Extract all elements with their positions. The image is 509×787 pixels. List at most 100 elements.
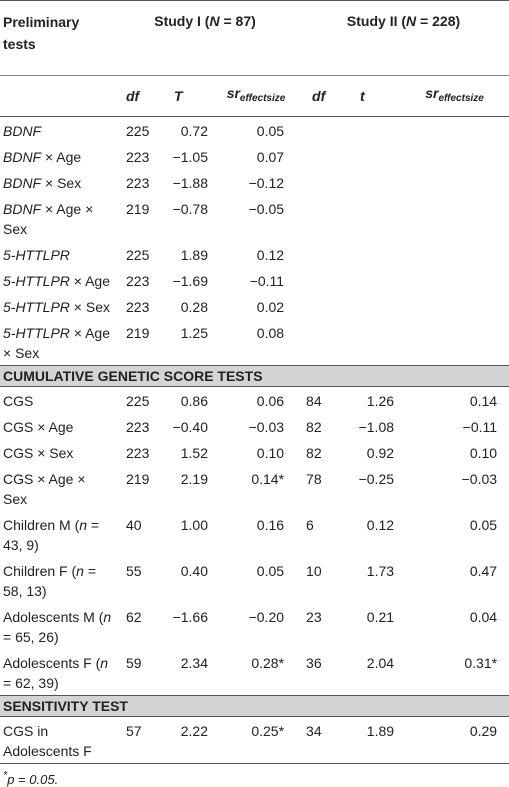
table-row: 5-HTTLPR × Age 223 −1.69 −0.11 <box>0 267 509 293</box>
cell-df-study2: 82 <box>306 419 322 435</box>
cell-t-study1: 1.52 <box>180 445 208 461</box>
row-label: Children M (n = 43, 9) <box>3 517 100 553</box>
cell-t-study1: −1.69 <box>172 273 208 289</box>
cell-sr-study2 <box>400 117 509 144</box>
cell-sr-study1: −0.12 <box>248 175 285 191</box>
row-label: CGS in Adolescents F <box>0 716 112 764</box>
cell-sr-study2: 0.47 <box>469 563 498 579</box>
cell-sr-study1: 0.07 <box>256 149 285 165</box>
cell-sr-study2: 0.14 <box>469 393 498 409</box>
cell-df-study1: 225 <box>126 247 150 263</box>
cell-df-study1: 40 <box>126 517 142 533</box>
cell-t-study2: −0.25 <box>358 471 395 487</box>
cell-sr-study2 <box>400 169 509 195</box>
cell-sr-study1: 0.28* <box>251 655 285 671</box>
cell-sr-study1: 0.25* <box>214 716 299 764</box>
cell-t-study2 <box>342 241 400 267</box>
cell-df-study1: 223 <box>126 445 150 461</box>
cell-t-study1: 1.25 <box>180 325 208 341</box>
cell-t-study2: 1.26 <box>366 393 395 409</box>
cell-sr-study1: 0.10 <box>256 445 285 461</box>
cell-sr-study2: 0.31* <box>464 655 498 671</box>
cell-t-study1: 1.89 <box>180 247 208 263</box>
section-sensitivity-label: SENSITIVITY TEST <box>0 695 509 717</box>
cell-df-study1: 62 <box>126 609 142 625</box>
col-df-1: df <box>112 75 156 117</box>
cell-sr-study1: 0.12 <box>256 247 285 263</box>
study-2-header: Study II (N = 228) <box>298 0 509 76</box>
cell-df-study1: 223 <box>126 273 150 289</box>
cell-sr-study1: −0.03 <box>248 419 285 435</box>
cell-t-study2: −1.08 <box>358 419 395 435</box>
cell-df-study1: 223 <box>126 299 150 315</box>
cell-sr-study2 <box>400 241 509 267</box>
cell-t-study2: 2.04 <box>366 655 395 671</box>
footnote: *p = 0.05. <box>3 770 59 787</box>
study-1-header: Study I (N = 87) <box>112 0 299 76</box>
cell-df-study2: 84 <box>306 393 322 409</box>
table-row: CGS × Age 223 −0.40 −0.03 82 −1.08 −0.11 <box>0 413 509 439</box>
cell-t-study1: 0.86 <box>180 393 208 409</box>
cell-df-study2: 36 <box>306 655 322 671</box>
results-table: Preliminary tests Study I (N = 87) Study… <box>0 0 509 764</box>
row-label: BDNF <box>3 123 42 139</box>
table-row: Adolescents M (n = 65, 26) 62 −1.66 −0.20 23… <box>0 603 509 649</box>
cell-t-study1: −0.78 <box>172 201 208 217</box>
section-cumulative-genetic-score: CUMULATIVE GENETIC SCORE TESTS <box>0 365 509 387</box>
section-sensitivity-test: SENSITIVITY TEST <box>0 695 509 717</box>
cell-sr-study1: 0.02 <box>256 299 285 315</box>
table-row: Children M (n = 43, 9) 40 1.00 0.16 6 0.12 0.0… <box>0 511 509 557</box>
cell-df-study1: 57 <box>112 716 156 764</box>
preliminary-tests-header: Preliminary tests <box>0 0 112 76</box>
cell-t-study2 <box>342 143 400 169</box>
cell-df-study2: 82 <box>306 445 322 461</box>
cell-t-study2 <box>342 267 400 293</box>
cell-sr-study1: 0.14* <box>251 471 285 487</box>
row-label: Adolescents M (n = 65, 26) <box>3 609 112 645</box>
row-label: Adolescents F (n = 62, 39) <box>3 655 109 691</box>
cell-df-study2 <box>298 169 342 195</box>
cell-t-study2: 1.73 <box>366 563 395 579</box>
cell-sr-study1: 0.16 <box>256 517 285 533</box>
table-row: 5-HTTLPR × Age × Sex 219 1.25 0.08 <box>0 319 509 366</box>
header-spacer <box>0 75 112 117</box>
cell-t-study2: 0.92 <box>366 445 395 461</box>
cell-df-study1: 225 <box>126 123 150 139</box>
cell-sr-study1: −0.05 <box>248 201 285 217</box>
cell-sr-study2 <box>400 319 509 366</box>
cell-t-study1: 2.34 <box>180 655 208 671</box>
cell-sr-study1: 0.06 <box>256 393 285 409</box>
table-row: BDNF × Sex 223 −1.88 −0.12 <box>0 169 509 195</box>
cell-t-study1: −1.05 <box>172 149 208 165</box>
cell-t-study1: 2.19 <box>180 471 208 487</box>
cell-df-study1: 223 <box>126 175 150 191</box>
row-label: BDNF × Age <box>3 149 82 165</box>
cell-t-study1: 1.00 <box>180 517 208 533</box>
table-row: CGS 225 0.86 0.06 84 1.26 0.14 <box>0 387 509 414</box>
cell-t-study1: −0.40 <box>172 419 208 435</box>
cell-sr-study2: 0.04 <box>469 609 498 625</box>
cell-sr-study1: 0.08 <box>256 325 285 341</box>
cell-df-study2: 78 <box>306 471 322 487</box>
cell-df-study1: 219 <box>126 325 150 341</box>
cell-t-study1: −1.88 <box>172 175 208 191</box>
cell-sr-study2: 0.10 <box>469 445 498 461</box>
cell-df-study2 <box>298 195 342 241</box>
cell-t-study2: 0.21 <box>366 609 395 625</box>
cell-df-study2 <box>298 143 342 169</box>
row-label: 5-HTTLPR × Sex <box>3 299 110 315</box>
cell-df-study1: 223 <box>126 419 150 435</box>
cell-df-study1: 219 <box>126 201 150 217</box>
header-row-columns: df T sreffectsize df t sreffectsize <box>0 75 509 117</box>
table-row: CGS in Adolescents F 57 2.22 0.25* 34 1.89 0.2… <box>0 716 509 764</box>
cell-t-study1: 2.22 <box>156 716 214 764</box>
cell-df-study2 <box>298 241 342 267</box>
cell-sr-study2: 0.29 <box>400 716 509 764</box>
header-row-studies: Preliminary tests Study I (N = 87) Study… <box>0 0 509 76</box>
cell-sr-study2: 0.05 <box>469 517 498 533</box>
cell-t-study2: 0.12 <box>366 517 395 533</box>
row-label: 5-HTTLPR × Age <box>3 273 110 289</box>
table-row: Children F (n = 58, 13) 55 0.40 0.05 10 1.73 0… <box>0 557 509 603</box>
cell-t-study2 <box>342 319 400 366</box>
